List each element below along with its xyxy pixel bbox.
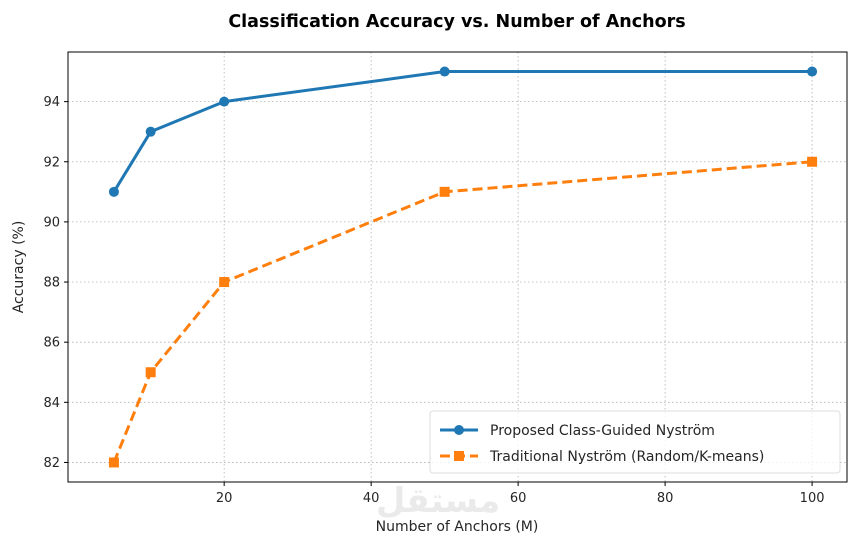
data-point bbox=[807, 156, 818, 167]
y-tick-label: 88 bbox=[43, 276, 60, 291]
x-axis-label: Number of Anchors (M) bbox=[376, 519, 539, 535]
y-axis-ticks: 82 84 86 88 90 92 94 bbox=[43, 95, 68, 471]
y-tick-label: 92 bbox=[43, 155, 60, 170]
legend: Proposed Class-Guided Nyström Traditional… bbox=[429, 410, 841, 474]
legend-box bbox=[429, 410, 841, 474]
plot-frame bbox=[67, 51, 848, 483]
x-tick-label: 60 bbox=[510, 491, 527, 506]
series-line bbox=[112, 70, 813, 193]
data-point bbox=[108, 186, 119, 197]
data-point bbox=[108, 457, 119, 468]
x-tick-label: 80 bbox=[657, 491, 674, 506]
legend-label: Traditional Nyström (Random/K-means) bbox=[489, 449, 764, 465]
watermark-text: مستقل bbox=[376, 481, 500, 521]
series-group bbox=[108, 66, 818, 468]
x-tick-label: 40 bbox=[363, 491, 380, 506]
data-point bbox=[439, 66, 450, 77]
data-point bbox=[219, 96, 230, 107]
legend-marker bbox=[454, 425, 464, 435]
legend-label: Proposed Class-Guided Nyström bbox=[490, 423, 715, 439]
y-tick-label: 90 bbox=[43, 215, 60, 230]
y-tick-label: 94 bbox=[43, 95, 60, 110]
legend-marker bbox=[454, 451, 464, 461]
chart-title: Classification Accuracy vs. Number of An… bbox=[228, 12, 685, 32]
series-1 bbox=[108, 66, 818, 197]
data-point bbox=[807, 66, 818, 77]
x-tick-label: 20 bbox=[216, 491, 233, 506]
data-point bbox=[439, 186, 450, 197]
data-point bbox=[145, 367, 156, 378]
y-axis-label: Accuracy (%) bbox=[11, 221, 27, 314]
y-tick-label: 82 bbox=[43, 456, 60, 471]
grid-lines bbox=[68, 52, 847, 482]
series-2 bbox=[108, 156, 818, 468]
data-point bbox=[219, 277, 230, 288]
y-tick-label: 86 bbox=[43, 336, 60, 351]
x-tick-label: 100 bbox=[800, 491, 825, 506]
data-point bbox=[145, 126, 156, 137]
x-axis-ticks: 20 40 60 80 100 bbox=[216, 482, 825, 506]
y-tick-label: 84 bbox=[43, 396, 60, 411]
